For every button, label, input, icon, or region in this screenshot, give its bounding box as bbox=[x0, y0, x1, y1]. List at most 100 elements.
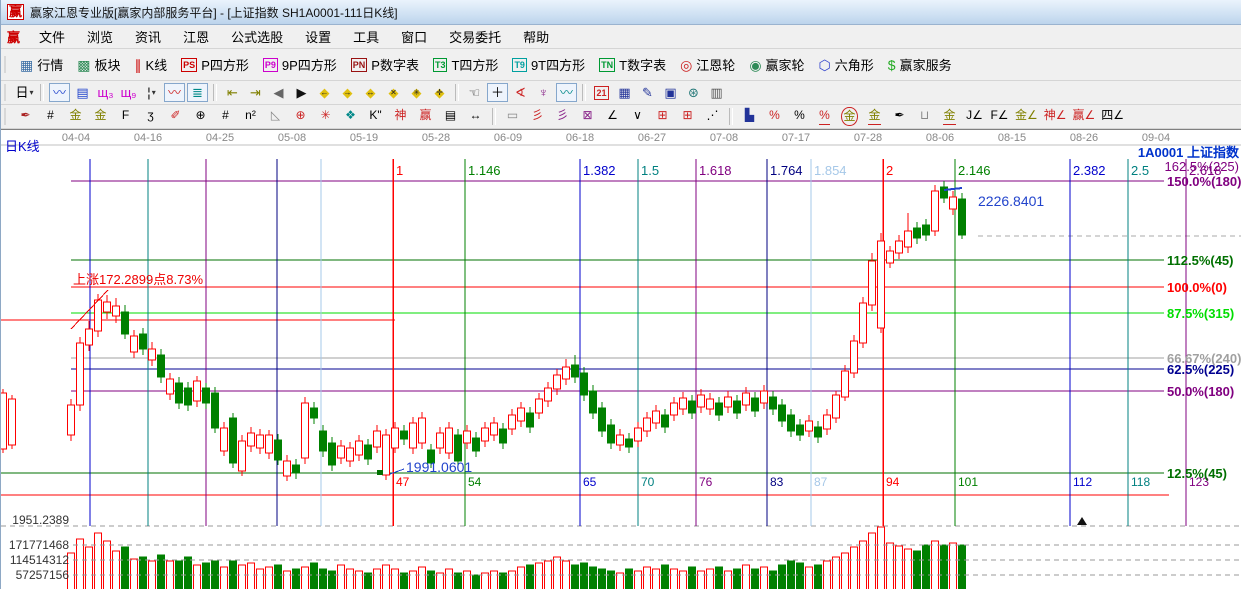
step-chart-icon[interactable]: ▙ bbox=[738, 107, 761, 126]
chart3-icon[interactable]: щ₃ bbox=[95, 83, 116, 102]
chart-canvas[interactable]: 1 47 1.146 54 1.382 65 1.5 70 1.618 76 1.764 83 1.85… bbox=[0, 130, 1241, 589]
x-box-icon[interactable]: ⊠ bbox=[576, 107, 599, 126]
sector-button[interactable]: ▩ 板块 bbox=[70, 53, 127, 76]
diamond-expand-icon[interactable]: ◆ ↔ bbox=[360, 83, 381, 102]
diamond-right-icon[interactable]: ◆ → bbox=[337, 83, 358, 102]
zigzag-icon[interactable]: ∨ bbox=[626, 107, 649, 126]
f-fence-icon[interactable]: F bbox=[114, 107, 137, 126]
window-title: 赢家江恩专业版[赢家内部服务平台] - [上证指数 SH1A0001-111日K… bbox=[30, 5, 398, 20]
parallel-lines-icon[interactable]: ⋰ bbox=[701, 107, 724, 126]
menu-item-0[interactable]: 文件 bbox=[39, 30, 66, 45]
calculator-icon[interactable]: ▦ bbox=[614, 83, 635, 102]
gold-fence2-icon[interactable]: 金 bbox=[89, 107, 112, 126]
ray-fan-box-icon[interactable]: 彡 bbox=[551, 107, 574, 126]
menu-item-2[interactable]: 资讯 bbox=[135, 30, 162, 45]
spiral-fence-icon[interactable]: ʒ bbox=[139, 107, 162, 126]
percent-underline-icon[interactable]: % bbox=[813, 107, 836, 126]
pen-angle-icon[interactable]: ✒ bbox=[888, 107, 911, 126]
menu-item-7[interactable]: 窗口 bbox=[401, 30, 428, 45]
diamond-cross-icon[interactable]: ◆ ✕ bbox=[383, 83, 404, 102]
percent-icon[interactable]: % bbox=[788, 107, 811, 126]
width-measure-icon[interactable]: ↔ bbox=[464, 107, 487, 126]
volume-profile-icon[interactable]: ≣ bbox=[187, 83, 208, 102]
four-angle-icon[interactable]: 四∠ bbox=[1099, 107, 1126, 126]
shen-fence-icon[interactable]: 神 bbox=[389, 107, 412, 126]
teal-draw-tool-icon[interactable]: 〰 bbox=[556, 83, 577, 102]
win-angle-icon[interactable]: 赢∠ bbox=[1071, 107, 1098, 126]
diamond-move-icon[interactable]: ◆ ✛ bbox=[429, 83, 450, 102]
gold-angle-icon[interactable]: 金∠ bbox=[1013, 107, 1040, 126]
menu-item-1[interactable]: 浏览 bbox=[87, 30, 114, 45]
crosshair-tool-icon[interactable]: ＋ bbox=[487, 83, 508, 102]
diamond-star-icon[interactable]: ◆ ✳ bbox=[406, 83, 427, 102]
next-bar-icon[interactable]: ▶ bbox=[291, 83, 312, 102]
ray-fan-icon[interactable]: 彡 bbox=[526, 107, 549, 126]
winner-wheel-button[interactable]: ◉ 赢家轮 bbox=[742, 53, 811, 76]
angle-percent-icon[interactable]: % bbox=[763, 107, 786, 126]
win-fence-icon[interactable]: 赢 bbox=[414, 107, 437, 126]
n-square-icon[interactable]: n² bbox=[239, 107, 262, 126]
gold-line-icon[interactable]: 金 bbox=[863, 107, 886, 126]
web-data-icon[interactable]: ⊛ bbox=[683, 83, 704, 102]
quote-button[interactable]: ▦ 行情 bbox=[13, 53, 70, 76]
t-square-button[interactable]: T3 T四方形 bbox=[426, 53, 505, 76]
scroll-position-marker[interactable] bbox=[1077, 517, 1087, 525]
select-box-icon[interactable]: ▭ bbox=[501, 107, 524, 126]
pc-data-icon[interactable]: ▥ bbox=[706, 83, 727, 102]
nine-p-square-button[interactable]: P9 9P四方形 bbox=[256, 53, 344, 76]
gold-underline-icon[interactable]: 金 bbox=[938, 107, 961, 126]
gold-circle-icon[interactable]: 金 bbox=[838, 107, 861, 126]
menu-item-3[interactable]: 江恩 bbox=[183, 30, 210, 45]
winner-service-button[interactable]: $ 赢家服务 bbox=[881, 53, 959, 76]
trend-angle-icon[interactable]: ∠ bbox=[601, 107, 624, 126]
menu-item-6[interactable]: 工具 bbox=[353, 30, 380, 45]
chart9-icon[interactable]: щ₉ bbox=[118, 83, 139, 102]
j-angle-icon[interactable]: J∠ bbox=[963, 107, 986, 126]
square-target-icon[interactable]: ❖ bbox=[339, 107, 362, 126]
angle-mirror-icon[interactable]: ◺ bbox=[264, 107, 287, 126]
red-draw-tool-icon[interactable]: 〰 bbox=[164, 83, 185, 102]
gann-fence-icon[interactable]: # bbox=[39, 107, 62, 126]
p-square-button[interactable]: PS P四方形 bbox=[174, 53, 256, 76]
go-last-icon[interactable]: ⇥ bbox=[245, 83, 266, 102]
hexagon-button[interactable]: ⬡ 六角形 bbox=[812, 53, 881, 76]
volume-bar bbox=[256, 568, 264, 589]
period-dropdown[interactable]: 日 ▾ bbox=[14, 83, 35, 102]
f-angle-icon[interactable]: F∠ bbox=[988, 107, 1011, 126]
starburst-icon[interactable]: ✳ bbox=[314, 107, 337, 126]
shen-angle-icon[interactable]: 神∠ bbox=[1042, 107, 1069, 126]
ruler-icon[interactable]: ▤ bbox=[439, 107, 462, 126]
grid-box-icon[interactable]: ⊞ bbox=[651, 107, 674, 126]
circle-fence-icon[interactable]: ⊕ bbox=[189, 107, 212, 126]
save-icon[interactable]: ▣ bbox=[660, 83, 681, 102]
menu-item-8[interactable]: 交易委托 bbox=[449, 30, 502, 45]
gold-fence-icon[interactable]: 金 bbox=[64, 107, 87, 126]
pen-tool-icon[interactable]: ✒ bbox=[14, 107, 37, 126]
prev-bar-icon[interactable]: ◀ bbox=[268, 83, 289, 102]
menu-item-4[interactable]: 公式选股 bbox=[231, 30, 284, 45]
cup-icon[interactable]: ⊔ bbox=[913, 107, 936, 126]
calendar-icon[interactable]: 21 bbox=[591, 83, 612, 102]
p-digit-table-button[interactable]: PN P数字表 bbox=[344, 53, 426, 76]
grid-box-arrow-icon[interactable]: ⊞ bbox=[676, 107, 699, 126]
blue-draw-tool-icon[interactable]: 〰 bbox=[49, 83, 70, 102]
volume-bar bbox=[769, 570, 777, 589]
t-digit-table-button[interactable]: TN T数字表 bbox=[592, 53, 673, 76]
menu-item-5[interactable]: 设置 bbox=[305, 30, 332, 45]
kline-button[interactable]: ∥ K线 bbox=[128, 53, 175, 76]
info-panel-icon[interactable]: ▤ bbox=[72, 83, 93, 102]
go-first-icon[interactable]: ⇤ bbox=[222, 83, 243, 102]
hand-tool-icon[interactable]: ☜ bbox=[464, 83, 485, 102]
gann-net-icon[interactable]: ♆ bbox=[533, 83, 554, 102]
notes-icon[interactable]: ✎ bbox=[637, 83, 658, 102]
target-circle-icon[interactable]: ⊕ bbox=[289, 107, 312, 126]
gann-wheel-button[interactable]: ◎ 江恩轮 bbox=[673, 53, 742, 76]
candle-style-dropdown[interactable]: ¦ ▾ bbox=[141, 83, 162, 102]
fence-icon[interactable]: # bbox=[214, 107, 237, 126]
menu-item-9[interactable]: 帮助 bbox=[523, 30, 550, 45]
k-quote-icon[interactable]: K" bbox=[364, 107, 387, 126]
diamond-left-icon[interactable]: ◆ ← bbox=[314, 83, 335, 102]
angle-measure-icon[interactable]: ∢ bbox=[510, 83, 531, 102]
nine-t-square-button[interactable]: T9 9T四方形 bbox=[505, 53, 592, 76]
brush-fence-icon[interactable]: ✐ bbox=[164, 107, 187, 126]
